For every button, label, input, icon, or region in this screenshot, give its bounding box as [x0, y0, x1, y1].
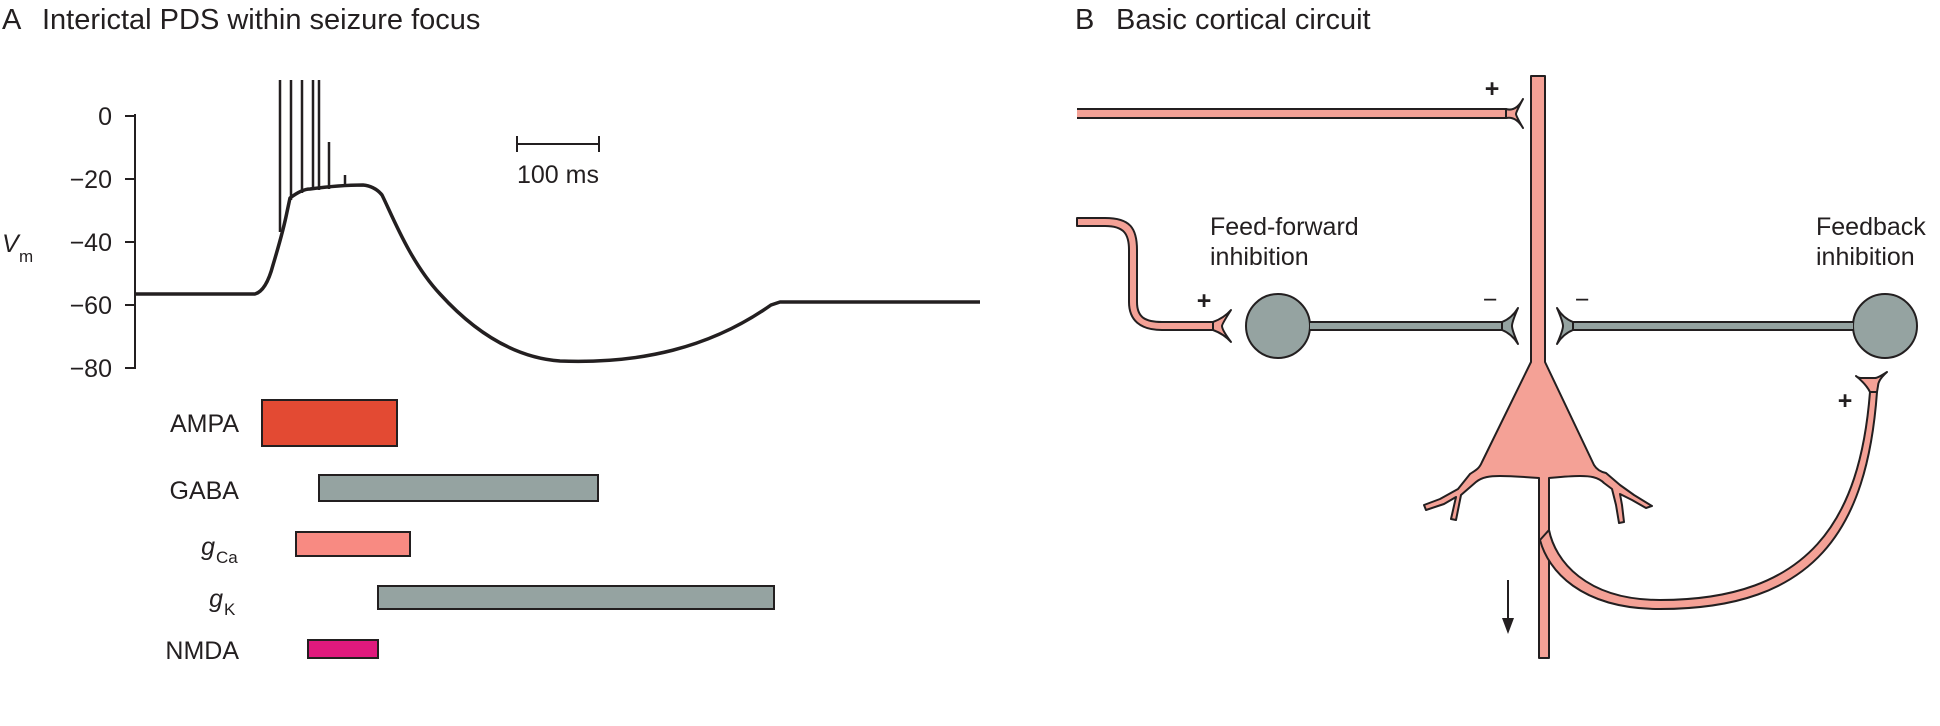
bar-label-ampa: AMPA — [170, 410, 239, 438]
panel-a: A Interictal PDS within seizure focus 0 … — [2, 4, 980, 665]
feedforward-label-line1: Feed-forward — [1210, 213, 1359, 241]
panel-a-title: Interictal PDS within seizure focus — [42, 4, 480, 36]
feedforward-label-line2: inhibition — [1210, 243, 1309, 271]
gca-bar — [295, 531, 411, 557]
feedback-interneuron-axon — [1572, 321, 1853, 331]
bar-label-gk: g — [209, 585, 223, 613]
scale-bar — [516, 136, 600, 152]
panel-b: B Basic cortical circuit — [1075, 4, 1926, 659]
feedback-label-line2: inhibition — [1816, 243, 1915, 271]
excitatory-axon-top — [1077, 108, 1507, 119]
inhibitory-synapse-feedback — [1556, 307, 1574, 345]
y-axis-label: V — [2, 230, 21, 258]
excitatory-synapse-feedforward — [1212, 309, 1232, 343]
bar-label-gk-subscript: K — [224, 600, 236, 619]
feedback-axon-collateral — [1539, 391, 1878, 610]
membrane-potential-trace — [135, 183, 980, 364]
bar-label-gaba: GABA — [170, 477, 240, 505]
panel-b-letter: B — [1075, 4, 1094, 36]
panel-a-letter: A — [2, 4, 22, 36]
sign-plus-feedback: + — [1838, 387, 1853, 415]
scale-bar-label: 100 ms — [517, 161, 599, 189]
panel-b-title: Basic cortical circuit — [1116, 4, 1371, 36]
output-arrow-head — [1502, 618, 1514, 634]
feedback-interneuron-soma — [1852, 293, 1918, 359]
action-potential-spikes — [278, 80, 347, 232]
inhibitory-synapse-feedforward — [1501, 307, 1519, 345]
y-axis-label-subscript: m — [19, 247, 33, 266]
y-tick-label: −60 — [70, 292, 112, 320]
gk-bar — [377, 585, 775, 610]
bar-label-gca: g — [201, 533, 215, 561]
sign-minus-feedback: − — [1575, 286, 1590, 314]
feedforward-interneuron-soma — [1245, 293, 1311, 359]
y-tick-label: −80 — [70, 355, 112, 383]
pyramidal-neuron — [1423, 75, 1653, 659]
sign-plus-top: + — [1485, 75, 1500, 103]
sign-minus-feedforward: − — [1483, 286, 1498, 314]
excitatory-axon-feedforward — [1076, 217, 1214, 331]
ampa-bar — [261, 399, 398, 447]
gaba-bar — [318, 474, 599, 502]
feedback-label-line1: Feedback — [1816, 213, 1926, 241]
conductance-bars — [261, 399, 775, 659]
y-tick-label: −20 — [70, 166, 112, 194]
excitatory-synapse-top — [1505, 98, 1524, 129]
bar-label-gca-subscript: Ca — [216, 548, 238, 567]
y-tick-label: 0 — [98, 103, 112, 131]
sign-plus-feedforward: + — [1197, 287, 1212, 315]
excitatory-synapse-feedback — [1855, 371, 1888, 393]
bar-label-nmda: NMDA — [165, 637, 239, 665]
y-tick-label: −40 — [70, 229, 112, 257]
nmda-bar — [307, 639, 379, 659]
feedforward-interneuron-axon — [1310, 321, 1503, 331]
